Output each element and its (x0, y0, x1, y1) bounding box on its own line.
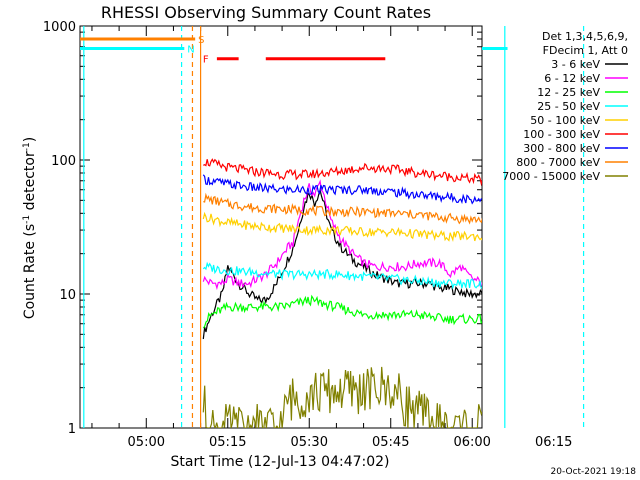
legend-header-line: Det 1,3,4,5,6,9, (542, 30, 628, 43)
legend: Det 1,3,4,5,6,9,FDecim 1, Att 03 - 6 keV… (502, 30, 628, 183)
footer-date: 20-Oct-2021 19:18 (551, 467, 637, 477)
series-line-8 (202, 366, 482, 428)
y-tick-label: 1 (68, 422, 76, 437)
chart-title: RHESSI Observing Summary Count Rates (101, 3, 431, 22)
x-tick-label: 05:45 (372, 435, 409, 450)
legend-label: 7000 - 15000 keV (502, 170, 600, 183)
orange-s-bar-label: S (198, 35, 204, 46)
x-tick-label: 05:30 (291, 435, 328, 450)
y-tick-label: 100 (51, 154, 76, 169)
y-label-main: Count Rate (s (22, 224, 38, 319)
series-line-4 (202, 211, 482, 242)
x-tick-label: 06:00 (453, 435, 490, 450)
series-line-3 (202, 261, 482, 290)
legend-label: 300 - 800 keV (523, 142, 600, 155)
legend-label: 50 - 100 keV (530, 114, 600, 127)
series-line-6 (202, 174, 482, 205)
legend-label: 25 - 50 keV (537, 100, 600, 113)
y-label-sup1: -1 (22, 215, 32, 224)
series-line-7 (203, 192, 482, 225)
legend-label: 6 - 12 keV (544, 72, 600, 85)
series-line-1 (202, 179, 482, 291)
legend-label: 12 - 25 keV (537, 86, 600, 99)
plot-area: 1 10 100 1000 05:00 05:15 05:30 05:45 06:00 06:15… (43, 20, 585, 450)
series-line-5 (203, 158, 482, 187)
y-label-sup2: -1 (22, 142, 32, 151)
series-line-2 (202, 294, 482, 329)
red-f-bar-label: F (203, 55, 209, 66)
x-tick-label: 05:15 (209, 435, 246, 450)
y-tick-label: 10 (59, 288, 76, 303)
series-lines (202, 158, 482, 428)
cyan-n-bar-label: N (187, 44, 194, 55)
y-label-end: ) (22, 137, 38, 142)
legend-header-line: FDecim 1, Att 0 (543, 44, 628, 57)
x-tick-label: 05:00 (128, 435, 165, 450)
y-tick-label: 1000 (43, 20, 76, 35)
legend-label: 800 - 7000 keV (516, 156, 600, 169)
y-axis-label: Count Rate (s-1 detector-1) (22, 137, 38, 319)
legend-label: 100 - 300 keV (523, 128, 600, 141)
x-tick-label: 06:15 (535, 435, 572, 450)
x-axis-label: Start Time (12-Jul-13 04:47:02) (170, 454, 389, 470)
y-label-mid: detector (22, 151, 38, 215)
legend-label: 3 - 6 keV (551, 58, 600, 71)
series-line-0 (202, 187, 482, 340)
plot-frame (79, 25, 483, 429)
